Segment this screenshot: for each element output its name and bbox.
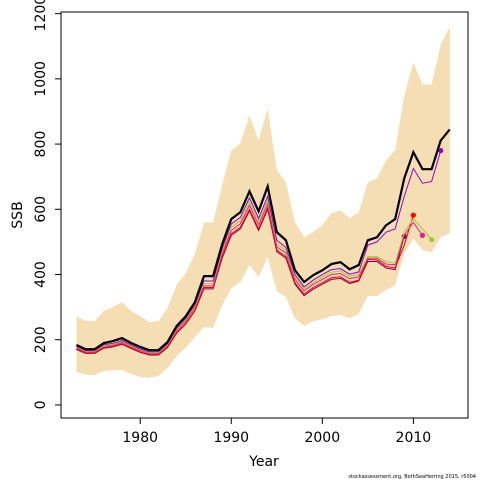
y-tick-label: 0 <box>33 400 49 409</box>
x-axis-label: Year <box>248 454 279 470</box>
terminal-point <box>410 212 416 218</box>
y-axis-label: SSB <box>10 201 26 228</box>
ssb-line <box>76 150 442 353</box>
terminal-point <box>419 232 426 238</box>
y-tick-label: 1000 <box>33 61 49 97</box>
y-tick-label: 400 <box>33 261 49 288</box>
y-tick-label: 1200 <box>33 0 49 31</box>
x-tick-label: 2010 <box>396 430 432 446</box>
plot-frame <box>60 11 469 419</box>
plot-area <box>76 26 451 378</box>
y-tick-label: 800 <box>33 131 49 158</box>
ssb-line <box>76 202 423 354</box>
terminal-point <box>438 147 444 154</box>
ssb-line <box>76 198 432 353</box>
y-tick-label: 600 <box>33 196 49 223</box>
footnote: stockassessment.org, BothSeaHerring 2015… <box>348 474 476 480</box>
ssb-line <box>76 207 405 356</box>
x-tick-label: 1990 <box>213 430 249 446</box>
confidence-band <box>76 26 450 378</box>
ssb-line <box>76 206 414 355</box>
x-tick-label: 2000 <box>304 430 340 446</box>
ssb-line <box>76 128 451 352</box>
y-tick-label: 200 <box>33 326 49 353</box>
terminal-point <box>428 237 435 243</box>
x-tick-label: 1980 <box>122 430 158 446</box>
